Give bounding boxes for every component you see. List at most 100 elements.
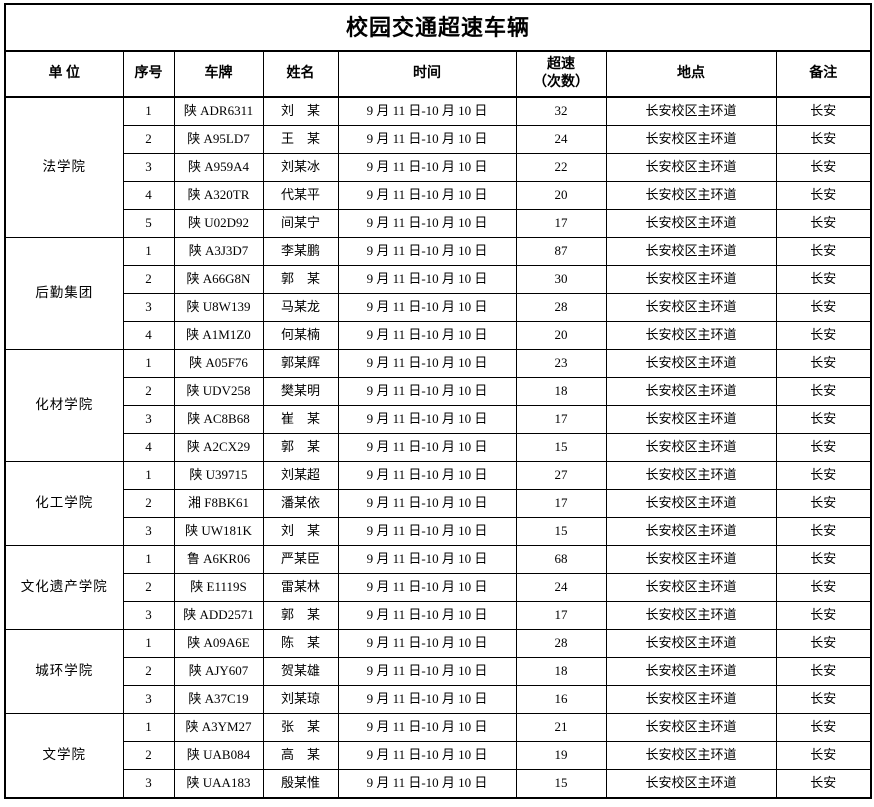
time-cell: 9 月 11 日-10 月 10 日	[337, 321, 517, 350]
note-cell: 长安	[775, 405, 872, 434]
note-cell: 长安	[775, 489, 872, 518]
col-header-unit: 单 位	[4, 50, 124, 98]
unit-cell: 法学院	[4, 96, 124, 238]
plate-cell: 陕 A3YM27	[173, 713, 264, 742]
unit-cell: 化工学院	[4, 461, 124, 546]
name-cell: 陈 某	[262, 629, 339, 658]
time-cell: 9 月 11 日-10 月 10 日	[337, 96, 517, 126]
name-cell: 李某鹏	[262, 237, 339, 266]
place-cell: 长安校区主环道	[605, 573, 777, 602]
time-cell: 9 月 11 日-10 月 10 日	[337, 657, 517, 686]
place-cell: 长安校区主环道	[605, 601, 777, 630]
place-cell: 长安校区主环道	[605, 237, 777, 266]
place-cell: 长安校区主环道	[605, 433, 777, 462]
note-cell: 长安	[775, 153, 872, 182]
seq-cell: 3	[122, 685, 175, 714]
unit-cell: 文化遗产学院	[4, 545, 124, 630]
place-cell: 长安校区主环道	[605, 713, 777, 742]
plate-cell: 陕 UW181K	[173, 517, 264, 546]
place-cell: 长安校区主环道	[605, 293, 777, 322]
seq-cell: 2	[122, 489, 175, 518]
name-cell: 张 某	[262, 713, 339, 742]
seq-cell: 2	[122, 573, 175, 602]
count-cell: 15	[515, 769, 607, 799]
note-cell: 长安	[775, 125, 872, 154]
plate-cell: 陕 AJY607	[173, 657, 264, 686]
name-cell: 高 某	[262, 741, 339, 770]
count-cell: 24	[515, 125, 607, 154]
note-cell: 长安	[775, 265, 872, 294]
count-cell: 16	[515, 685, 607, 714]
plate-cell: 陕 UAB084	[173, 741, 264, 770]
name-cell: 刘 某	[262, 96, 339, 126]
note-cell: 长安	[775, 545, 872, 574]
place-cell: 长安校区主环道	[605, 461, 777, 490]
plate-cell: 陕 A3J3D7	[173, 237, 264, 266]
count-cell: 87	[515, 237, 607, 266]
plate-cell: 陕 A95LD7	[173, 125, 264, 154]
seq-cell: 2	[122, 657, 175, 686]
time-cell: 9 月 11 日-10 月 10 日	[337, 685, 517, 714]
seq-cell: 2	[122, 125, 175, 154]
place-cell: 长安校区主环道	[605, 349, 777, 378]
note-cell: 长安	[775, 321, 872, 350]
count-cell: 30	[515, 265, 607, 294]
plate-cell: 鲁 A6KR06	[173, 545, 264, 574]
seq-cell: 3	[122, 293, 175, 322]
name-cell: 殷某惟	[262, 769, 339, 799]
table-row: 化工学院 1 陕 U39715 刘某超 9 月 11 日-10 月 10 日 27 长安校区…	[4, 461, 872, 546]
plate-cell: 陕 UDV258	[173, 377, 264, 406]
note-cell: 长安	[775, 209, 872, 238]
note-cell: 长安	[775, 685, 872, 714]
note-cell: 长安	[775, 461, 872, 490]
count-cell: 24	[515, 573, 607, 602]
plate-cell: 陕 E1119S	[173, 573, 264, 602]
note-cell: 长安	[775, 601, 872, 630]
seq-cell: 1	[122, 545, 175, 574]
time-cell: 9 月 11 日-10 月 10 日	[337, 153, 517, 182]
col-header-name: 姓名	[262, 50, 339, 98]
col-header-speed-line1: 超速	[547, 56, 575, 72]
seq-cell: 1	[122, 96, 175, 126]
plate-cell: 陕 A1M1Z0	[173, 321, 264, 350]
place-cell: 长安校区主环道	[605, 741, 777, 770]
count-cell: 20	[515, 181, 607, 210]
seq-cell: 1	[122, 237, 175, 266]
name-cell: 郭 某	[262, 601, 339, 630]
count-cell: 68	[515, 545, 607, 574]
seq-cell: 2	[122, 265, 175, 294]
count-cell: 23	[515, 349, 607, 378]
name-cell: 雷某林	[262, 573, 339, 602]
time-cell: 9 月 11 日-10 月 10 日	[337, 573, 517, 602]
unit-cell: 文学院	[4, 713, 124, 799]
time-cell: 9 月 11 日-10 月 10 日	[337, 349, 517, 378]
place-cell: 长安校区主环道	[605, 769, 777, 799]
col-header-speed-line2: （次数）	[533, 75, 589, 90]
time-cell: 9 月 11 日-10 月 10 日	[337, 293, 517, 322]
count-cell: 28	[515, 293, 607, 322]
speeding-vehicles-table: 校园交通超速车辆 单 位 序号 车牌 姓名 时间 超速 （次数） 地点 备注 法…	[4, 3, 873, 799]
plate-cell: 陕 U8W139	[173, 293, 264, 322]
seq-cell: 3	[122, 769, 175, 799]
seq-cell: 1	[122, 349, 175, 378]
seq-cell: 3	[122, 517, 175, 546]
table-row: 后勤集团 1 陕 A3J3D7 李某鹏 9 月 11 日-10 月 10 日 87 长安校区…	[4, 237, 872, 350]
note-cell: 长安	[775, 769, 872, 799]
place-cell: 长安校区主环道	[605, 377, 777, 406]
note-cell: 长安	[775, 377, 872, 406]
count-cell: 19	[515, 741, 607, 770]
time-cell: 9 月 11 日-10 月 10 日	[337, 181, 517, 210]
place-cell: 长安校区主环道	[605, 657, 777, 686]
time-cell: 9 月 11 日-10 月 10 日	[337, 517, 517, 546]
